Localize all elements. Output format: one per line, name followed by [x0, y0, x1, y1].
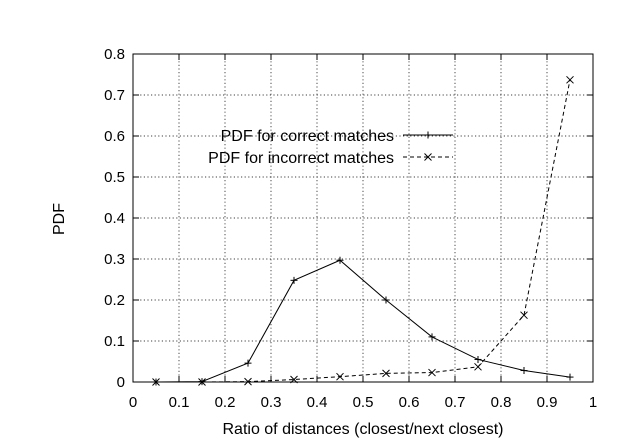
x-marker-b [382, 369, 390, 378]
x-marker-b [336, 372, 344, 381]
data-point [382, 296, 390, 304]
legend-label: PDF for incorrect matches [208, 150, 394, 167]
x-tick-label: 0.9 [537, 394, 558, 411]
series-line [156, 79, 571, 383]
y-tick-label: 0.1 [104, 333, 125, 350]
x-marker-b [474, 362, 482, 371]
grid [133, 54, 593, 382]
y-tick-label: 0.4 [104, 210, 125, 227]
x-marker-b [566, 75, 574, 84]
y-tick-label: 0.6 [104, 128, 125, 145]
series-line [155, 259, 571, 383]
data-point [336, 256, 344, 264]
data-point [474, 362, 482, 371]
data-point [290, 276, 298, 284]
data-point [520, 311, 528, 320]
legend-marker [424, 153, 432, 161]
x-tick-label: 1 [589, 394, 597, 411]
x-tick-label: 0.5 [353, 394, 374, 411]
x-tick-label: 0.7 [445, 394, 466, 411]
plot-frame [132, 53, 594, 383]
y-tick-label: 0.2 [104, 292, 125, 309]
x-tick-label: 0.4 [307, 394, 328, 411]
data-point [474, 355, 482, 363]
x-marker-b [424, 153, 432, 161]
x-tick-label: 0.6 [399, 394, 420, 411]
x-axis-title: Ratio of distances (closest/next closest… [222, 421, 503, 438]
y-tick-label: 0.7 [104, 87, 125, 104]
legend: PDF for correct matches PDF for incorrect… [208, 128, 453, 167]
y-tick-label: 0 [117, 374, 125, 391]
x-tick-label: 0.8 [491, 394, 512, 411]
x-tick-label: 0.2 [215, 394, 236, 411]
x-tick-label: 0.1 [169, 394, 190, 411]
x-marker-b [428, 368, 436, 377]
data-point [428, 368, 436, 377]
tick-labels: 0 0.1 0.2 0.3 0.4 0.5 0.6 0.7 0.8 0.9 1 0 0.1 0.2 0.3 0… [104, 46, 597, 411]
data-point [566, 373, 574, 381]
y-tick-label: 0.8 [104, 46, 125, 63]
x-tick-label: 0 [129, 394, 137, 411]
x-tick-label: 0.3 [261, 394, 282, 411]
x-marker-b [520, 311, 528, 320]
data-point [336, 372, 344, 381]
y-axis-title: PDF [51, 203, 68, 235]
legend-label: PDF for correct matches [221, 128, 394, 145]
data-point [428, 333, 436, 341]
y-tick-label: 0.5 [104, 169, 125, 186]
y-tick-label: 0.3 [104, 251, 125, 268]
data-point [520, 367, 528, 375]
data-point [244, 359, 252, 367]
data-point [382, 369, 390, 378]
legend-marker [424, 131, 432, 139]
data-point [566, 75, 574, 84]
